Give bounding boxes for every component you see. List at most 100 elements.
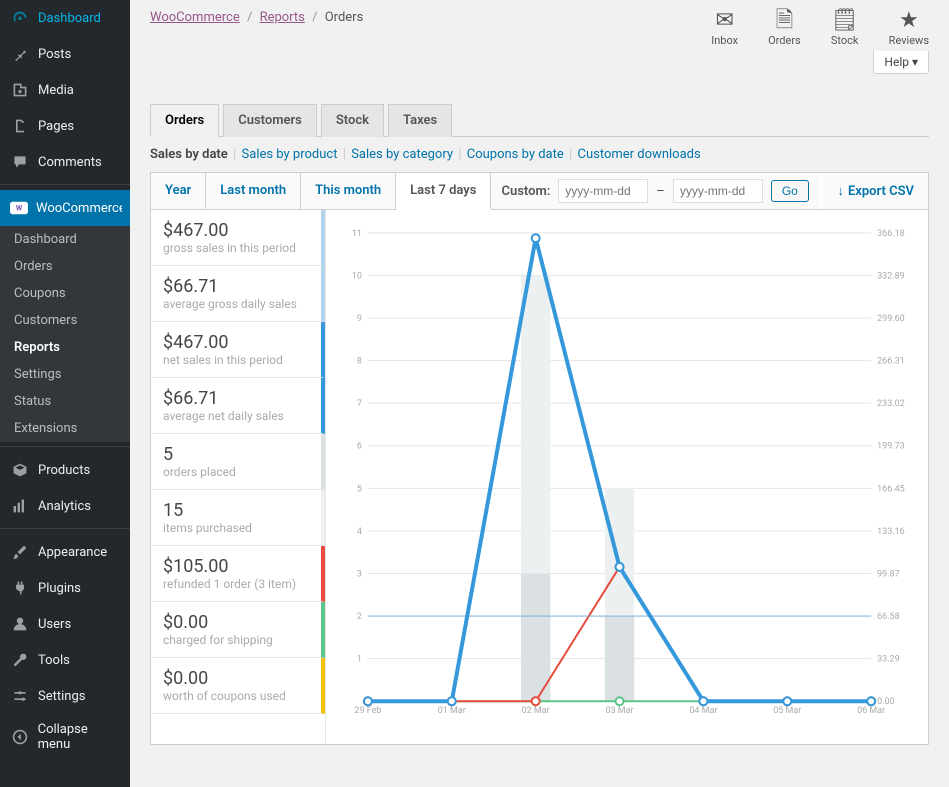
activity-stock[interactable]: 🗒Stock bbox=[831, 10, 859, 47]
svg-text:04 Mar: 04 Mar bbox=[689, 706, 717, 716]
help-tab[interactable]: Help ▾ bbox=[873, 51, 929, 74]
subtab-sales-by-category[interactable]: Sales by category bbox=[351, 147, 453, 162]
activity-reviews[interactable]: ★Reviews bbox=[889, 10, 929, 47]
svg-text:33.29: 33.29 bbox=[877, 655, 900, 665]
sidebar-item-settings[interactable]: Settings bbox=[0, 678, 130, 714]
submenu-item-orders[interactable]: Orders bbox=[0, 253, 130, 280]
sales-chart: 12345678910110.0033.2966.5899.87133.1616… bbox=[338, 222, 916, 732]
tab-taxes[interactable]: Taxes bbox=[388, 104, 452, 137]
activity-inbox[interactable]: ✉Inbox bbox=[711, 10, 738, 47]
box-icon bbox=[10, 460, 30, 480]
sidebar-item-plugins[interactable]: Plugins bbox=[0, 570, 130, 606]
chart-area: 12345678910110.0033.2966.5899.87133.1616… bbox=[326, 210, 928, 744]
legend-item[interactable]: $105.00refunded 1 order (3 item) bbox=[151, 546, 325, 602]
submenu-item-customers[interactable]: Customers bbox=[0, 307, 130, 334]
submenu-item-dashboard[interactable]: Dashboard bbox=[0, 226, 130, 253]
svg-text:7: 7 bbox=[357, 399, 362, 409]
legend-value: $0.00 bbox=[163, 668, 309, 689]
sidebar-item-comments[interactable]: Comments bbox=[0, 144, 130, 180]
legend-label: worth of coupons used bbox=[163, 689, 309, 703]
topicon-label: Orders bbox=[768, 34, 801, 47]
range-last-7-days[interactable]: Last 7 days bbox=[396, 173, 491, 209]
menu-label: Media bbox=[38, 83, 74, 98]
legend-label: net sales in this period bbox=[163, 353, 309, 367]
svg-text:5: 5 bbox=[357, 484, 362, 494]
menu-label: Appearance bbox=[38, 545, 107, 560]
menu-label: Users bbox=[38, 617, 71, 632]
main-content: WooCommerce / Reports / Orders ✉Inbox🗎Or… bbox=[130, 0, 949, 787]
subtab-customer-downloads[interactable]: Customer downloads bbox=[578, 147, 701, 162]
menu-label: Posts bbox=[38, 47, 71, 62]
submenu-item-reports[interactable]: Reports bbox=[0, 334, 130, 361]
legend-item[interactable]: $66.71average net daily sales bbox=[151, 378, 325, 434]
activity-orders[interactable]: 🗎 Orders bbox=[768, 10, 801, 47]
legend-value: $0.00 bbox=[163, 612, 309, 633]
subtab-coupons-by-date[interactable]: Coupons by date bbox=[467, 147, 564, 162]
svg-text:233.02: 233.02 bbox=[877, 399, 905, 409]
sidebar-item-products[interactable]: Products bbox=[0, 452, 130, 488]
chart-legend: $467.00gross sales in this period$66.71a… bbox=[151, 210, 326, 744]
subtab-current: Sales by date bbox=[150, 147, 228, 162]
svg-text:01 Mar: 01 Mar bbox=[438, 706, 466, 716]
menu-label: Comments bbox=[38, 155, 102, 170]
legend-item[interactable]: $0.00worth of coupons used bbox=[151, 658, 325, 714]
sidebar-item-pages[interactable]: Pages bbox=[0, 108, 130, 144]
svg-text:6: 6 bbox=[357, 442, 362, 452]
svg-text:299.60: 299.60 bbox=[877, 314, 905, 324]
legend-value: $467.00 bbox=[163, 332, 309, 353]
legend-label: charged for shipping bbox=[163, 633, 309, 647]
submenu-item-status[interactable]: Status bbox=[0, 388, 130, 415]
svg-text:29 Feb: 29 Feb bbox=[354, 706, 381, 716]
legend-item[interactable]: $66.71average gross daily sales bbox=[151, 266, 325, 322]
legend-label: items purchased bbox=[163, 521, 309, 535]
breadcrumb-reports[interactable]: Reports bbox=[260, 10, 305, 25]
svg-text:06 Mar: 06 Mar bbox=[857, 706, 885, 716]
legend-item[interactable]: $467.00net sales in this period bbox=[151, 322, 325, 378]
legend-item[interactable]: $467.00gross sales in this period bbox=[151, 210, 325, 266]
sidebar-item-woocommerce[interactable]: WWooCommerce bbox=[0, 190, 130, 226]
legend-item[interactable]: 15items purchased bbox=[151, 490, 325, 546]
svg-text:03 Mar: 03 Mar bbox=[606, 706, 634, 716]
collapse-icon bbox=[10, 727, 30, 747]
sidebar-item-users[interactable]: Users bbox=[0, 606, 130, 642]
sidebar-item-tools[interactable]: Tools bbox=[0, 642, 130, 678]
date-from-input[interactable] bbox=[558, 179, 648, 203]
sidebar-item-analytics[interactable]: Analytics bbox=[0, 488, 130, 524]
legend-label: orders placed bbox=[163, 465, 309, 479]
range-last-month[interactable]: Last month bbox=[206, 173, 301, 209]
tab-orders[interactable]: Orders bbox=[150, 104, 219, 137]
svg-text:266.31: 266.31 bbox=[877, 357, 905, 367]
wrench-icon bbox=[10, 650, 30, 670]
sidebar-item-posts[interactable]: Posts bbox=[0, 36, 130, 72]
breadcrumb-woocommerce[interactable]: WooCommerce bbox=[150, 10, 240, 25]
topicon-label: Stock bbox=[831, 34, 859, 47]
svg-text:1: 1 bbox=[357, 655, 362, 665]
sidebar-item-collapse-menu[interactable]: Collapse menu bbox=[0, 714, 130, 760]
sidebar-item-media[interactable]: Media bbox=[0, 72, 130, 108]
sidebar-item-appearance[interactable]: Appearance bbox=[0, 534, 130, 570]
legend-item[interactable]: $0.00charged for shipping bbox=[151, 602, 325, 658]
orders-icon: 🗎 bbox=[768, 10, 801, 32]
report-panel: YearLast monthThis monthLast 7 daysCusto… bbox=[150, 172, 929, 745]
report-subtabs: Sales by date | Sales by product | Sales… bbox=[150, 147, 929, 162]
legend-item[interactable]: 5orders placed bbox=[151, 434, 325, 490]
legend-value: 5 bbox=[163, 444, 309, 465]
export-csv[interactable]: ↓ Export CSV bbox=[823, 173, 928, 209]
tab-customers[interactable]: Customers bbox=[223, 104, 317, 137]
svg-text:366.18: 366.18 bbox=[877, 229, 905, 239]
range-this-month[interactable]: This month bbox=[301, 173, 396, 209]
submenu-item-settings[interactable]: Settings bbox=[0, 361, 130, 388]
date-range-picker: YearLast monthThis monthLast 7 daysCusto… bbox=[151, 173, 928, 210]
submenu-item-coupons[interactable]: Coupons bbox=[0, 280, 130, 307]
subtab-sales-by-product[interactable]: Sales by product bbox=[242, 147, 338, 162]
range-year[interactable]: Year bbox=[151, 173, 206, 209]
menu-label: Plugins bbox=[38, 581, 81, 596]
svg-text:02 Mar: 02 Mar bbox=[522, 706, 550, 716]
date-to-input[interactable] bbox=[673, 179, 763, 203]
submenu-item-extensions[interactable]: Extensions bbox=[0, 415, 130, 442]
svg-text:332.89: 332.89 bbox=[877, 271, 905, 281]
woo-icon: W bbox=[10, 198, 28, 218]
tab-stock[interactable]: Stock bbox=[321, 104, 384, 137]
go-button[interactable]: Go bbox=[771, 180, 809, 202]
sidebar-item-dashboard[interactable]: Dashboard bbox=[0, 0, 130, 36]
